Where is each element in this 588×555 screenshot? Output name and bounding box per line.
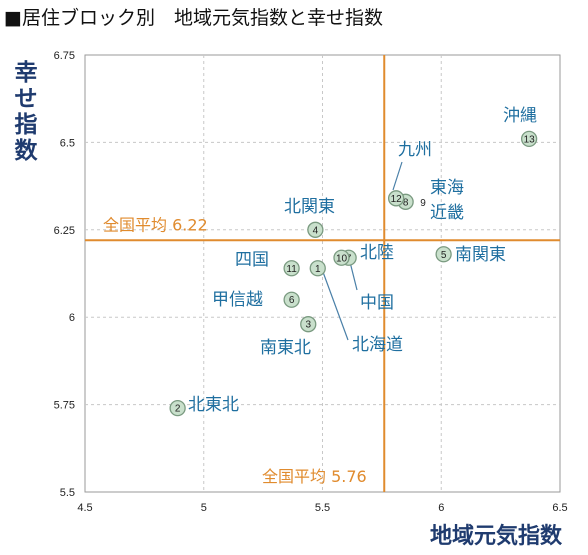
data-point [309, 260, 326, 277]
y-tick-label: 6 [69, 312, 75, 324]
point-label: 南東北 [260, 338, 311, 358]
x-tick-label: 5 [201, 502, 207, 514]
point-label: 北東北 [188, 395, 239, 415]
data-point [169, 399, 186, 417]
point-number: 11 [286, 264, 297, 275]
y-tick-label: 6.5 [60, 137, 75, 149]
point-label: 北陸 [360, 243, 394, 263]
point-label: 沖縄 [503, 106, 537, 126]
leader-line [392, 161, 403, 191]
point-label: 南関東 [455, 245, 506, 265]
point-label: 東海 [430, 178, 464, 198]
point-label: 近畿 [430, 203, 464, 223]
national-average-vitality-label: 全国平均 5.76 [262, 467, 367, 486]
point-label: 甲信越 [212, 290, 263, 310]
leader-line [322, 271, 349, 341]
data-point [283, 291, 300, 308]
y-tick-label: 6.75 [54, 50, 75, 62]
point-number: 9 [420, 198, 426, 209]
point-label: 四国 [235, 250, 269, 270]
point-label: 北海道 [352, 335, 403, 355]
x-tick-label: 4.5 [77, 502, 92, 514]
point-number: 10 [336, 253, 348, 264]
data-point [387, 190, 405, 207]
point-number: 8 [403, 197, 409, 208]
x-tick-label: 6 [438, 502, 444, 514]
data-point [283, 260, 300, 277]
point-number: 1 [315, 264, 321, 275]
data-point [307, 221, 324, 238]
point-label: 九州 [398, 140, 432, 160]
point-number: 3 [305, 320, 311, 331]
x-axis-title: 地域元気指数 [430, 523, 563, 549]
point-number: 13 [524, 134, 536, 145]
chart-title: ■居住ブロック別 地域元気指数と幸せ指数 [4, 7, 383, 29]
point-label: 北関東 [284, 197, 335, 217]
data-point [300, 316, 317, 333]
y-tick-label: 5.75 [54, 400, 75, 412]
point-label: 中国 [360, 293, 394, 313]
point-number: 6 [289, 295, 295, 306]
y-tick-label: 6.25 [54, 225, 75, 237]
point-number: 2 [175, 404, 181, 415]
x-tick-label: 5.5 [315, 502, 330, 514]
leader-line [349, 261, 358, 291]
point-number: 12 [391, 194, 403, 205]
y-tick-label: 5.5 [60, 487, 75, 499]
data-point [520, 130, 538, 148]
point-number: 5 [441, 250, 447, 261]
national-average-happiness-label: 全国平均 6.22 [103, 215, 208, 234]
x-tick-label: 6.5 [552, 502, 567, 514]
data-point [435, 246, 452, 263]
data-point [333, 249, 350, 266]
y-axis-title: 幸せ指数 [15, 60, 39, 164]
point-number: 4 [313, 225, 319, 236]
